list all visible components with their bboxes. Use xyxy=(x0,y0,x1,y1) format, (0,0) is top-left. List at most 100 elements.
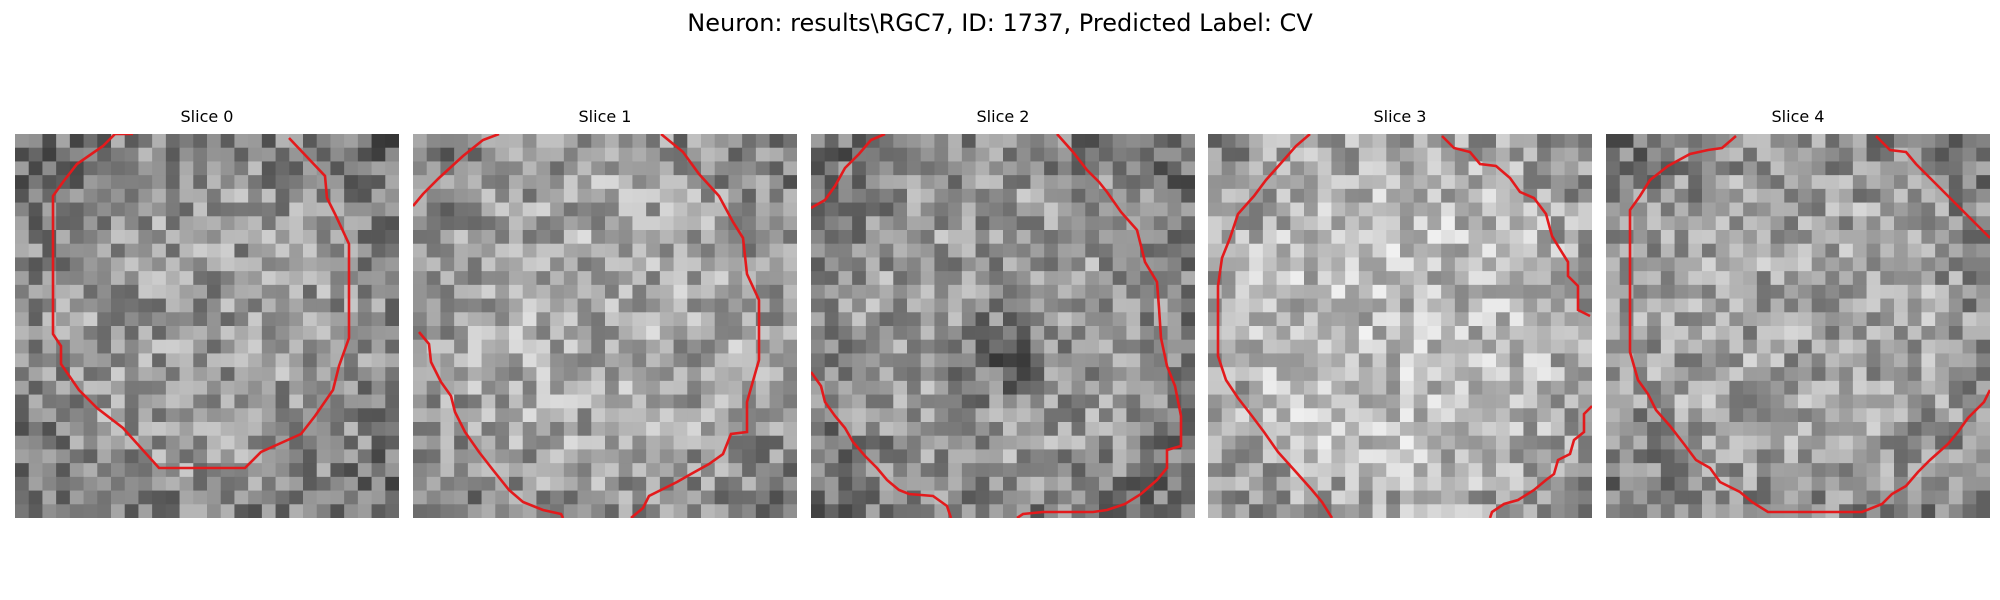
pixel xyxy=(1537,299,1551,313)
pixel xyxy=(1168,504,1182,518)
pixel xyxy=(1208,381,1222,395)
pixel xyxy=(838,189,852,203)
pixel xyxy=(866,148,880,162)
pixel xyxy=(15,504,29,518)
pixel xyxy=(989,175,1003,189)
pixel xyxy=(948,161,962,175)
pixel xyxy=(1235,271,1249,285)
pixel xyxy=(1894,175,1908,189)
pixel xyxy=(1017,340,1031,354)
pixel xyxy=(440,271,454,285)
pixel xyxy=(591,175,605,189)
pixel xyxy=(1578,449,1592,463)
pixel xyxy=(1003,408,1017,422)
pixel xyxy=(1359,381,1373,395)
pixel xyxy=(303,367,317,381)
pixel xyxy=(921,340,935,354)
pixel xyxy=(111,189,125,203)
pixel xyxy=(1688,436,1702,450)
pixel xyxy=(1510,203,1524,217)
pixel xyxy=(976,230,990,244)
pixel xyxy=(756,244,770,258)
pixel xyxy=(1496,271,1510,285)
pixel xyxy=(591,299,605,313)
pixel xyxy=(1030,203,1044,217)
pixel xyxy=(1414,257,1428,271)
pixel xyxy=(1620,244,1634,258)
pixel xyxy=(454,381,468,395)
pixel xyxy=(1839,436,1853,450)
pixel xyxy=(427,271,441,285)
pixel xyxy=(1798,436,1812,450)
pixel xyxy=(344,381,358,395)
pixel xyxy=(1729,395,1743,409)
pixel xyxy=(921,436,935,450)
pixel xyxy=(1688,504,1702,518)
pixel xyxy=(715,257,729,271)
pixel xyxy=(866,422,880,436)
pixel xyxy=(1373,326,1387,340)
pixel xyxy=(1976,244,1990,258)
pixel xyxy=(1469,216,1483,230)
pixel xyxy=(1263,148,1277,162)
pixel xyxy=(907,395,921,409)
pixel xyxy=(454,504,468,518)
pixel xyxy=(523,312,537,326)
pixel xyxy=(1154,203,1168,217)
pixel xyxy=(1784,353,1798,367)
pixel xyxy=(1030,244,1044,258)
pixel xyxy=(1578,340,1592,354)
pixel xyxy=(1620,161,1634,175)
pixel xyxy=(1757,463,1771,477)
pixel xyxy=(591,422,605,436)
pixel xyxy=(783,175,797,189)
pixel xyxy=(578,381,592,395)
pixel xyxy=(523,436,537,450)
pixel xyxy=(1414,491,1428,505)
pixel xyxy=(646,244,660,258)
pixel xyxy=(1414,504,1428,518)
pixel xyxy=(825,491,839,505)
pixel xyxy=(1771,216,1785,230)
pixel xyxy=(880,299,894,313)
pixel xyxy=(866,230,880,244)
pixel xyxy=(262,134,276,148)
pixel xyxy=(989,504,1003,518)
pixel xyxy=(632,422,646,436)
pixel xyxy=(1523,422,1537,436)
pixel xyxy=(1688,244,1702,258)
pixel xyxy=(605,312,619,326)
pixel xyxy=(248,244,262,258)
pixel xyxy=(921,477,935,491)
pixel xyxy=(1812,436,1826,450)
pixel xyxy=(193,449,207,463)
pixel xyxy=(852,257,866,271)
pixel xyxy=(1318,189,1332,203)
pixel xyxy=(427,203,441,217)
pixel xyxy=(1482,257,1496,271)
pixel xyxy=(1154,161,1168,175)
pixel xyxy=(454,216,468,230)
pixel xyxy=(166,408,180,422)
pixel xyxy=(1304,175,1318,189)
pixel xyxy=(550,257,564,271)
pixel xyxy=(1044,175,1058,189)
pixel xyxy=(372,161,386,175)
pixel xyxy=(1523,148,1537,162)
pixel xyxy=(811,299,825,313)
pixel xyxy=(756,189,770,203)
pixel xyxy=(728,285,742,299)
pixel xyxy=(1647,477,1661,491)
pixel xyxy=(1263,189,1277,203)
pixel xyxy=(1003,134,1017,148)
pixel xyxy=(1427,395,1441,409)
pixel xyxy=(687,230,701,244)
pixel xyxy=(289,257,303,271)
pixel xyxy=(42,449,56,463)
pixel xyxy=(70,257,84,271)
pixel xyxy=(1072,477,1086,491)
pixel xyxy=(1894,353,1908,367)
pixel xyxy=(207,216,221,230)
pixel xyxy=(29,230,43,244)
pixel xyxy=(715,340,729,354)
